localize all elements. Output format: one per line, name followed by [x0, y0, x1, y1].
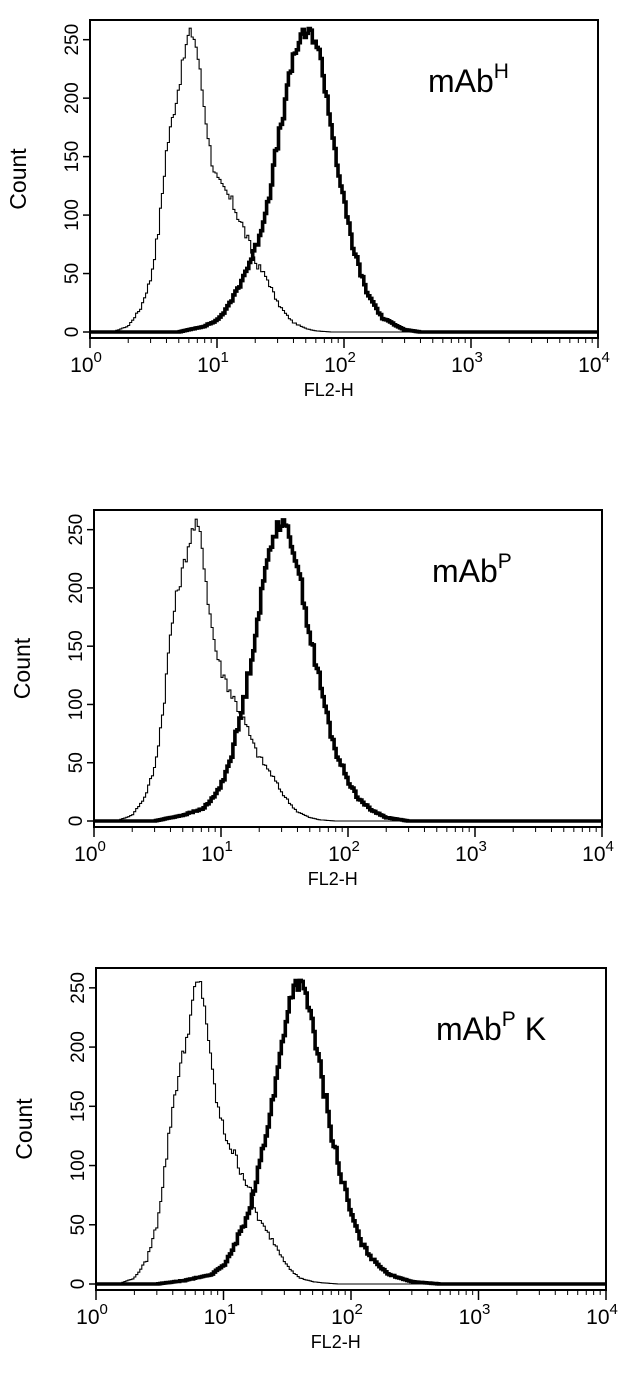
y-tick-label: 50	[68, 1214, 89, 1235]
y-tick-label: 200	[66, 572, 87, 604]
plot-frame	[89, 19, 599, 339]
x-tick-label: 101	[204, 1301, 236, 1329]
y-axis-title: Count	[11, 1098, 37, 1160]
y-tick-label: 100	[68, 1150, 89, 1182]
y-tick-label: 150	[68, 1090, 89, 1122]
x-tick-label: 102	[328, 838, 360, 866]
y-tick-label: 150	[66, 630, 87, 662]
y-axis-title: Count	[9, 637, 35, 699]
histogram-panel-2: 0 50 100 150 200 250 100 101 102 103 104 FL2-H Count…	[9, 509, 614, 889]
x-tick-label: 102	[324, 349, 356, 377]
y-tick-label: 100	[66, 689, 87, 721]
panel-label: mAbP	[432, 550, 512, 589]
panel-label: mAbH	[428, 60, 509, 99]
y-tick-label: 200	[62, 82, 83, 114]
x-tick-label: 103	[451, 349, 483, 377]
x-tick-label: 103	[455, 838, 487, 866]
y-tick-label: 0	[68, 1279, 89, 1290]
y-tick-label: 100	[62, 199, 83, 231]
x-tick-label: 104	[582, 838, 614, 866]
x-tick-label: 104	[578, 349, 610, 377]
x-tick-label: 102	[331, 1301, 363, 1329]
x-tick-label: 100	[76, 1301, 108, 1329]
histogram-series-thick	[90, 26, 598, 334]
histogram-series-thick	[96, 978, 606, 1286]
y-tick-label: 150	[62, 141, 83, 173]
panel-label: mAbP K	[436, 1008, 546, 1047]
x-tick-label: 101	[197, 349, 229, 377]
y-tick-label: 250	[62, 24, 83, 56]
y-tick-label: 250	[68, 972, 89, 1004]
y-tick-label: 200	[68, 1031, 89, 1063]
x-tick-label: 104	[586, 1301, 618, 1329]
histogram-panel-3: 0 50 100 150 200 250 100 101 102 103 104 FL2-H Count…	[11, 967, 618, 1352]
x-tick-label: 100	[74, 838, 106, 866]
x-tick-label: 100	[70, 349, 102, 377]
histogram-series-thick	[94, 518, 602, 823]
y-tick-label: 250	[66, 514, 87, 546]
y-tick-label: 50	[62, 263, 83, 284]
y-tick-label: 0	[62, 327, 83, 338]
y-axis-title: Count	[5, 148, 31, 210]
histogram-series-thin	[90, 27, 598, 333]
x-axis-title: FL2-H	[308, 869, 358, 889]
x-axis-title: FL2-H	[311, 1332, 361, 1352]
y-tick-label: 50	[66, 752, 87, 773]
y-tick-label: 0	[66, 816, 87, 827]
x-tick-label: 103	[459, 1301, 491, 1329]
x-tick-label: 101	[201, 838, 233, 866]
histogram-panel-1: 0 50 100 150 200 250 100 101 102 103 104 FL2-H Count…	[5, 19, 610, 400]
x-axis-title: FL2-H	[304, 380, 354, 400]
